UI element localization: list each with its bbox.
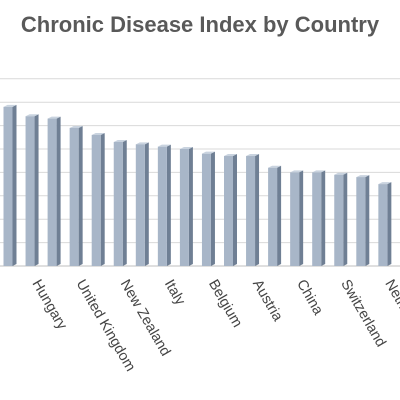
bar-side xyxy=(321,170,326,266)
bar-front xyxy=(3,106,13,266)
bar-top xyxy=(47,116,61,119)
bar-top xyxy=(25,114,39,117)
bar-side xyxy=(188,147,193,266)
bar xyxy=(201,151,215,266)
chart-title: Chronic Disease Index by Country xyxy=(20,12,380,37)
bar-side xyxy=(34,114,39,267)
bar-side xyxy=(255,154,260,266)
bar-side xyxy=(100,132,105,266)
x-tick-label: Hungary xyxy=(29,277,71,333)
bar-top xyxy=(3,104,17,107)
bar xyxy=(47,116,61,266)
bar-top xyxy=(91,132,105,135)
bar-front xyxy=(268,167,278,266)
bar-top xyxy=(246,154,260,157)
bar-front xyxy=(356,177,366,266)
bar-side xyxy=(233,154,237,266)
bar xyxy=(25,114,39,267)
bar-top xyxy=(290,170,304,173)
bar-side xyxy=(387,182,392,266)
bar xyxy=(113,139,127,266)
bar-front xyxy=(224,156,233,266)
bar-front xyxy=(378,184,388,266)
bar-top xyxy=(69,125,83,128)
bar-side xyxy=(144,142,149,266)
bar-front xyxy=(47,118,57,266)
bar-top xyxy=(312,170,326,173)
bar xyxy=(3,104,17,266)
bar-side xyxy=(12,104,17,266)
bar-front xyxy=(135,144,145,266)
bar-side xyxy=(343,172,348,266)
bar-side xyxy=(78,125,83,266)
bar-side xyxy=(210,151,215,266)
bar-front xyxy=(69,127,79,266)
bar-front xyxy=(334,174,344,266)
bar xyxy=(356,175,370,266)
bar-top xyxy=(179,147,193,149)
x-tick-label: Switzerland xyxy=(337,277,388,350)
bar-top xyxy=(135,142,149,145)
bar xyxy=(179,147,193,266)
bar-front xyxy=(91,134,101,266)
bar-top xyxy=(268,165,282,168)
bar xyxy=(246,154,260,266)
bar-side xyxy=(56,116,61,266)
bar-front xyxy=(179,149,189,266)
bars xyxy=(3,104,392,267)
bar-front xyxy=(290,172,300,266)
bar-side xyxy=(166,144,171,266)
bar-side xyxy=(299,170,304,266)
bar-front xyxy=(312,172,322,266)
gridlines xyxy=(0,78,400,267)
bar-front xyxy=(113,141,123,266)
x-tick-label: Austria xyxy=(249,277,286,325)
bar-side xyxy=(277,165,282,266)
bar-front xyxy=(201,153,211,266)
bar-side xyxy=(365,175,370,266)
bar xyxy=(290,170,304,266)
bar-top xyxy=(378,182,392,185)
bar-top xyxy=(157,144,171,147)
bar xyxy=(312,170,326,266)
bar-front xyxy=(25,116,35,267)
bar xyxy=(157,144,171,266)
bar xyxy=(334,172,348,266)
x-tick-label: China xyxy=(293,277,326,319)
bar-top xyxy=(334,172,348,175)
bar xyxy=(224,154,237,266)
bar xyxy=(69,125,83,266)
bar-top xyxy=(113,139,127,142)
bar-top xyxy=(224,154,237,157)
bar-side xyxy=(122,139,127,266)
bar-front xyxy=(157,146,167,266)
x-tick-label: Italy xyxy=(161,277,189,309)
bar xyxy=(378,182,392,266)
x-tick-label: Belgium xyxy=(205,277,245,330)
bar xyxy=(135,142,149,266)
bar-front xyxy=(246,156,256,266)
bar xyxy=(268,165,282,266)
bar-top xyxy=(356,175,370,178)
bar-top xyxy=(201,151,215,154)
bar xyxy=(91,132,105,266)
